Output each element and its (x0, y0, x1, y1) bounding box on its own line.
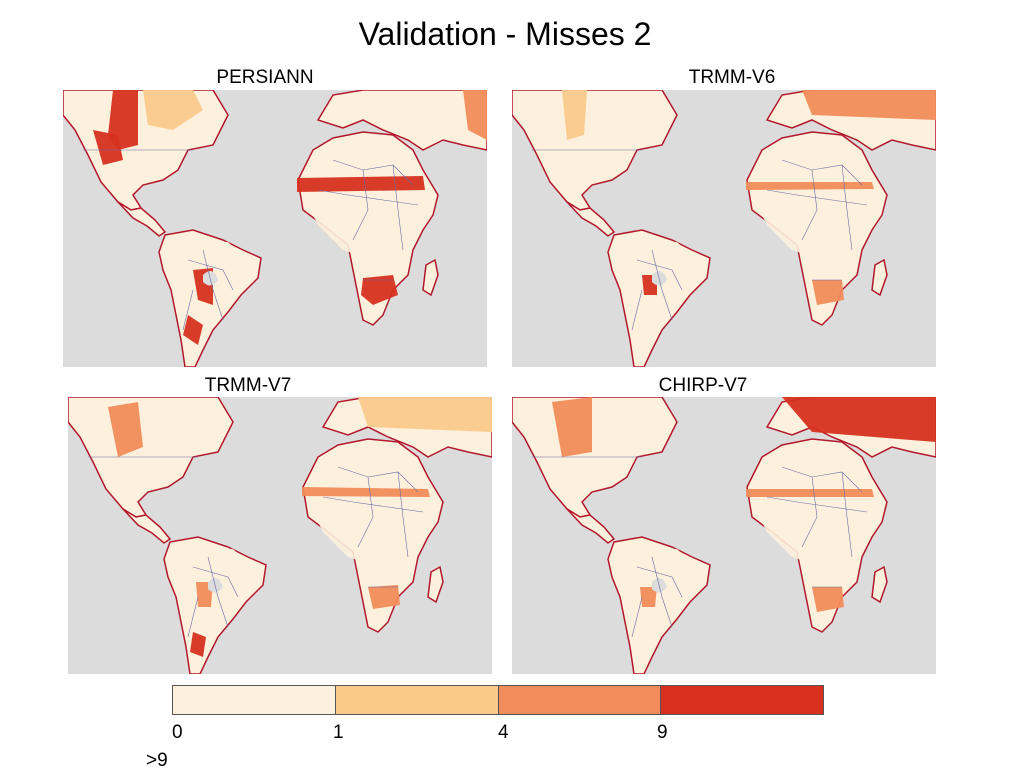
country-border-0 (332, 159, 414, 186)
country-border-7 (202, 249, 224, 321)
figure-title: Validation - Misses 2 (358, 16, 652, 52)
land-mad (427, 565, 444, 604)
low-misses-region-1 (752, 195, 877, 260)
country-border-3 (766, 189, 868, 206)
legend-tick-0: 0 (172, 722, 183, 743)
panel-title-trmm-v6: TRMM-V6 (688, 67, 776, 88)
legend-tick-4: 4 (498, 722, 509, 743)
low-misses-region-1 (303, 195, 428, 260)
country-border-0 (337, 466, 419, 493)
legend-label-gt9: >9 (146, 750, 168, 771)
map-persiann (63, 90, 487, 367)
country-border-2 (841, 471, 853, 558)
misses-region-2 (297, 176, 425, 192)
map-panel-chirp-v7 (512, 397, 936, 674)
colorbar-legend (172, 685, 824, 715)
country-border-6 (631, 596, 643, 638)
misses-region-1 (746, 182, 874, 190)
lake (203, 271, 218, 286)
misses-region-3 (782, 397, 936, 442)
country-border-6 (631, 289, 643, 331)
panel-title-trmm-v7: TRMM-V7 (204, 375, 292, 396)
legend-swatch-4-9 (498, 686, 662, 714)
low-misses-region-1 (308, 502, 433, 567)
country-border-1 (352, 169, 369, 241)
land-mad (422, 258, 439, 297)
country-border-7 (207, 556, 229, 628)
misses-region-0 (552, 397, 592, 457)
legend-swatch-gt9 (661, 686, 823, 714)
country-border-3 (766, 496, 868, 513)
country-border-3 (322, 496, 424, 513)
country-border-1 (801, 476, 818, 548)
map-panel-trmm-v7 (68, 397, 492, 674)
misses-region-3 (361, 275, 398, 305)
misses-region-6 (143, 90, 203, 130)
misses-region-5 (183, 315, 203, 345)
misses-region-2 (368, 585, 400, 609)
country-border-2 (397, 471, 409, 558)
map-panel-persiann (63, 90, 487, 367)
land-mad (871, 565, 888, 604)
low-misses-region-1 (752, 502, 877, 567)
map-panel-trmm-v6 (512, 90, 936, 367)
land-ca (117, 201, 167, 237)
lake (652, 271, 667, 286)
misses-region-1 (302, 487, 430, 497)
country-border-5 (192, 566, 239, 598)
legend-swatch-1-4 (335, 686, 499, 714)
map-chirp-v7 (512, 397, 936, 674)
land-mad (871, 258, 888, 297)
misses-region-2 (812, 280, 844, 305)
misses-region-1 (93, 130, 123, 165)
misses-region-1 (746, 489, 874, 497)
country-border-7 (651, 249, 673, 321)
map-trmm-v7 (68, 397, 492, 674)
map-trmm-v6 (512, 90, 936, 367)
lake (208, 578, 223, 593)
misses-region-5 (358, 397, 492, 432)
country-border-6 (187, 596, 199, 638)
land-eu (316, 90, 487, 151)
misses-region-0 (562, 90, 587, 140)
misses-region-4 (802, 90, 936, 120)
misses-region-4 (640, 587, 657, 607)
country-border-0 (781, 466, 863, 493)
land-ca (566, 201, 616, 237)
misses-region-2 (812, 587, 844, 612)
legend-tick-1: 1 (333, 722, 344, 743)
country-border-1 (357, 476, 374, 548)
land-ca (566, 508, 616, 544)
country-border-0 (781, 159, 863, 186)
country-border-2 (392, 164, 404, 251)
country-border-3 (317, 189, 419, 206)
legend-tick-9: 9 (657, 722, 668, 743)
country-border-2 (841, 164, 853, 251)
misses-region-0 (108, 402, 143, 457)
country-border-7 (651, 556, 673, 628)
panel-title-chirp-v7: CHIRP-V7 (658, 375, 748, 396)
country-border-6 (182, 289, 194, 331)
lake (652, 578, 667, 593)
land-ca (122, 508, 172, 544)
legend-swatch-0-1 (173, 686, 336, 714)
misses-region-4 (190, 632, 206, 657)
panel-title-persiann: PERSIANN (216, 67, 314, 88)
country-border-5 (636, 566, 683, 598)
country-border-1 (801, 169, 818, 241)
country-border-5 (636, 259, 683, 291)
misses-region-7 (463, 90, 487, 140)
country-border-5 (187, 259, 234, 291)
